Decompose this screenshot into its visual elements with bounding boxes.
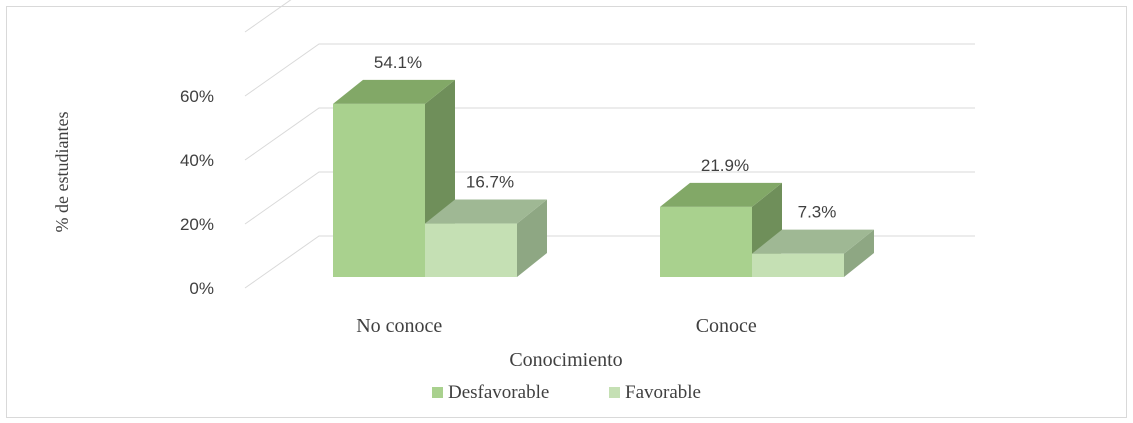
bar-top-face [333, 79, 455, 104]
bar-top-face [752, 229, 874, 254]
x-category-label: Conoce [696, 315, 757, 337]
gridline [244, 107, 975, 161]
gridline [244, 0, 292, 33]
bar-side-face [517, 199, 547, 277]
y-tick-label: 60% [180, 87, 214, 106]
bar-front-face [752, 253, 844, 277]
bar-top-face [425, 199, 547, 224]
bar-front-face [425, 223, 517, 277]
legend-label-desfavorable: Desfavorable [448, 382, 549, 403]
bar-front-face [660, 206, 752, 277]
data-label: 54.1% [374, 53, 422, 72]
y-tick-labels: 0% 20% 40% 60% [180, 87, 214, 298]
bar-favorable-conoce [752, 229, 874, 277]
bar-top-face [660, 182, 782, 207]
bar-favorable-no-conoce [425, 199, 547, 277]
bar-side-face [844, 229, 874, 277]
x-category-label: No conoce [356, 315, 442, 337]
gridline [244, 43, 975, 97]
y-tick-label: 20% [180, 215, 214, 234]
y-tick-label: 40% [180, 151, 214, 170]
bar-desfavorable-conoce [660, 182, 782, 277]
legend: Desfavorable Favorable [432, 382, 701, 403]
legend-swatch-desfavorable [432, 387, 443, 398]
x-axis-title: Conocimiento [509, 349, 622, 371]
data-label: 21.9% [701, 156, 749, 175]
legend-swatch-favorable [609, 387, 620, 398]
data-label: 16.7% [466, 173, 514, 192]
gridline [244, 171, 975, 225]
legend-label-favorable: Favorable [625, 382, 701, 403]
x-category-labels: No conoce Conoce [356, 315, 757, 337]
data-labels: 54.1% 16.7% 21.9% 7.3% [374, 53, 836, 222]
chart-frame [6, 6, 1127, 418]
bar-front-face [333, 103, 425, 277]
data-label: 7.3% [798, 203, 837, 222]
bars [333, 79, 874, 277]
y-tick-label: 0% [189, 279, 214, 298]
y-axis-title: % de estudiantes [52, 112, 72, 233]
